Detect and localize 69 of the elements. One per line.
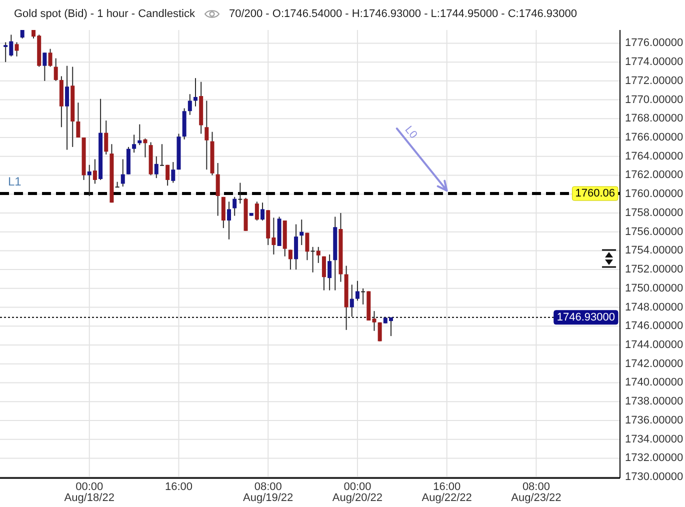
candlestick bbox=[350, 284, 354, 318]
candlestick bbox=[322, 256, 326, 291]
y-tick-label: 1738.00000 bbox=[625, 396, 684, 408]
candlestick bbox=[260, 202, 265, 222]
y-tick-label: 1762.00000 bbox=[625, 169, 684, 182]
y-tick-label: 1772.00000 bbox=[625, 74, 684, 87]
y-tick-label: 1748.00000 bbox=[625, 301, 684, 314]
y-tick-label: 1732.00000 bbox=[625, 452, 684, 464]
x-tick-label: 16:00 Aug/22/22 bbox=[422, 481, 472, 504]
y-tick-label: 1756.00000 bbox=[625, 226, 684, 238]
candlestick bbox=[227, 201, 232, 240]
ref-line-label: 1760.06 bbox=[575, 188, 615, 200]
candlestick bbox=[171, 162, 176, 184]
y-tick-label: 1754.00000 bbox=[625, 244, 684, 257]
ref-line-label: 1746.93000 bbox=[556, 311, 616, 324]
x-tick-label: 08:00 Aug/19/22 bbox=[243, 481, 294, 504]
y-tick-label: 1760.00000 bbox=[625, 188, 684, 200]
annotation: L0 bbox=[402, 124, 420, 142]
candlestick bbox=[76, 102, 80, 138]
candlestick bbox=[238, 182, 242, 204]
candlestick bbox=[193, 78, 198, 107]
y-tick-label: 1740.00000 bbox=[625, 376, 684, 389]
candlestick bbox=[204, 100, 209, 170]
y-tick-label: 1758.00000 bbox=[625, 206, 684, 219]
candlestick bbox=[143, 138, 148, 158]
y-tick-label: 1776.00000 bbox=[625, 37, 684, 50]
candlestick bbox=[361, 288, 366, 305]
candlestick bbox=[216, 162, 220, 216]
y-tick-label: 1770.00000 bbox=[625, 94, 684, 106]
y-tick-label: 1746.00000 bbox=[625, 320, 684, 332]
y-tick-label: 1768.00000 bbox=[625, 112, 684, 125]
candlestick bbox=[328, 254, 332, 291]
y-tick-label: 1766.00000 bbox=[625, 132, 684, 144]
x-tick-label: 00:00 Aug/18/22 bbox=[64, 481, 114, 504]
candlestick bbox=[160, 144, 164, 166]
candlestick bbox=[288, 249, 292, 270]
candlestick bbox=[120, 158, 125, 188]
candlestick bbox=[104, 120, 108, 155]
candlestick bbox=[254, 201, 259, 222]
y-tick-label: 1742.00000 bbox=[625, 358, 684, 370]
candlestick bbox=[48, 48, 52, 68]
y-tick-label: 1750.00000 bbox=[625, 282, 684, 294]
candlestick bbox=[92, 158, 97, 184]
candlestick bbox=[305, 232, 310, 261]
candlestick bbox=[115, 181, 120, 188]
candlestick bbox=[310, 246, 315, 273]
y-tick-label: 1730.00000 bbox=[625, 471, 684, 484]
y-tick-label: 1734.00000 bbox=[625, 433, 684, 446]
y-tick-label: 1764.00000 bbox=[625, 150, 684, 162]
x-tick-label: 16:00 bbox=[164, 481, 193, 493]
x-tick-label: 00:00 Aug/20/22 bbox=[332, 481, 383, 504]
y-tick-label: 1774.00000 bbox=[625, 56, 684, 68]
candlestick bbox=[14, 42, 19, 57]
candlestick bbox=[42, 52, 47, 82]
candlestick bbox=[65, 65, 70, 150]
y-tick-label: 1752.00000 bbox=[625, 264, 684, 276]
candlestick bbox=[54, 58, 58, 82]
chart-title: Gold spot (Bid) - 1 hour - Candlestick bbox=[14, 8, 195, 20]
candlestick bbox=[221, 196, 226, 229]
x-tick-label: 08:00 Aug/23/22 bbox=[511, 481, 562, 504]
chart-subtitle: 70/200 - O:1746.54000 - H:1746.93000 - L:1744.95000 - C:1746.93000 bbox=[228, 8, 577, 20]
annotation: L1 bbox=[8, 174, 22, 189]
candlestick bbox=[188, 94, 192, 116]
candlestick bbox=[294, 224, 298, 270]
y-tick-label: 1736.00000 bbox=[625, 414, 684, 426]
candlestick bbox=[300, 219, 304, 246]
candlestick bbox=[132, 134, 136, 154]
candlestick bbox=[87, 164, 92, 196]
y-tick-label: 1744.00000 bbox=[625, 339, 684, 352]
